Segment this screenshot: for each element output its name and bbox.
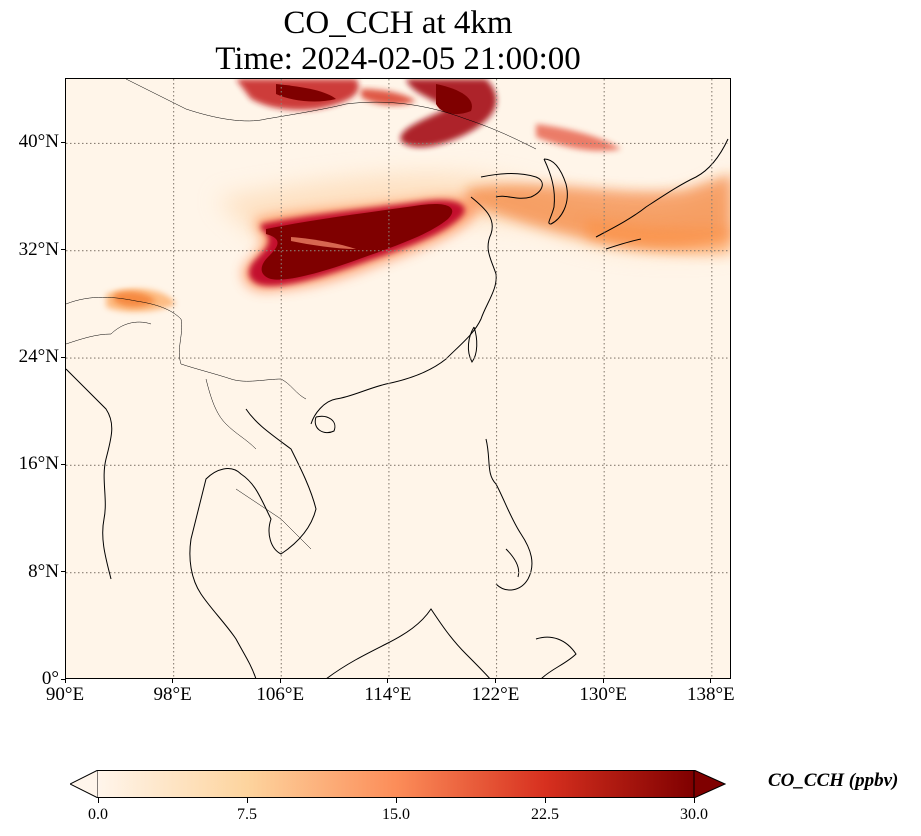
colorbar xyxy=(70,770,726,798)
lat-tick-mark xyxy=(61,356,65,358)
lat-tick-mark xyxy=(61,678,65,680)
colorbar-tick-mark xyxy=(544,798,546,803)
map-time-subtitle: Time: 2024-02-05 21:00:00 xyxy=(215,41,581,77)
lon-tick-mark xyxy=(495,679,497,683)
coastline-china xyxy=(310,196,497,425)
lat-tick-label: 40°N xyxy=(18,131,59,153)
colorbar-tick-label: 22.5 xyxy=(531,806,559,823)
plume-gap xyxy=(291,237,356,249)
coastline-hainan xyxy=(314,415,336,434)
lat-tick-label: 0° xyxy=(41,668,59,689)
plume-core-central xyxy=(261,203,453,280)
lon-tick-label: 138°E xyxy=(686,684,735,705)
lon-tick-mark xyxy=(64,679,66,683)
colorbar-extend-max xyxy=(693,770,726,798)
lat-tick-label: 32°N xyxy=(18,238,59,260)
plume-east-band xyxy=(586,219,730,255)
map-canvas xyxy=(66,79,730,678)
plume-core-north xyxy=(361,89,416,106)
lon-tick-label: 98°E xyxy=(153,684,192,705)
lat-tick-mark xyxy=(61,463,65,465)
colorbar-tick-label: 0.0 xyxy=(88,806,108,823)
plume-pocket xyxy=(114,291,156,307)
lon-tick-label: 90°E xyxy=(45,684,85,705)
gridlines xyxy=(66,79,730,678)
colorbar-gradient xyxy=(98,770,694,798)
lat-tick-label: 16°N xyxy=(18,453,59,475)
map-title: CO_CCH at 4km xyxy=(283,5,513,41)
border-line xyxy=(66,321,152,345)
border-line xyxy=(205,378,257,450)
coastline-japan xyxy=(595,138,729,250)
coastline-korea xyxy=(543,158,568,225)
colorbar-tick-mark xyxy=(395,798,397,803)
lon-tick-label: 130°E xyxy=(579,684,628,705)
coastlines xyxy=(66,138,729,678)
colorbar-tick-label: 15.0 xyxy=(382,806,410,823)
border-line xyxy=(235,488,312,550)
lat-tick-mark xyxy=(61,141,65,143)
lon-tick-mark xyxy=(710,679,712,683)
lat-tick-label: 24°N xyxy=(18,346,59,368)
colorbar-tick-mark xyxy=(693,798,695,803)
lat-tick-mark xyxy=(61,571,65,573)
lat-tick-mark xyxy=(61,249,65,251)
border-line xyxy=(125,79,537,150)
colorbar-label: CO_CCH (ppbv) xyxy=(768,770,899,791)
coastline-taiwan xyxy=(467,326,478,363)
lon-tick-label: 114°E xyxy=(364,684,412,705)
lon-tick-label: 122°E xyxy=(471,684,520,705)
coastline-indochina xyxy=(189,408,317,678)
plume-core-north xyxy=(276,84,336,102)
coastline-myanmar xyxy=(66,368,113,580)
coastline-borneo xyxy=(326,608,490,678)
lon-tick-mark xyxy=(387,679,389,683)
coastline-philippines xyxy=(485,438,533,591)
coastline-sulawesi xyxy=(535,636,577,678)
plume-core-north xyxy=(436,84,472,115)
lon-tick-mark xyxy=(172,679,174,683)
coastline-bohai xyxy=(480,173,543,199)
country-borders xyxy=(66,79,537,550)
lon-tick-mark xyxy=(279,679,281,683)
border-line xyxy=(66,297,307,400)
colorbar-tick-label: 7.5 xyxy=(237,806,257,823)
colorbar-tick-mark xyxy=(97,798,99,803)
lon-tick-label: 106°E xyxy=(256,684,305,705)
colorbar-tick-mark xyxy=(246,798,248,803)
colorbar-extend-min xyxy=(70,770,99,798)
co-concentration-field xyxy=(106,79,730,312)
map-panel xyxy=(65,78,731,679)
colorbar-tick-label: 30.0 xyxy=(680,806,708,823)
plume-east-band xyxy=(536,124,621,151)
lon-tick-mark xyxy=(602,679,604,683)
lat-tick-label: 8°N xyxy=(28,560,59,582)
